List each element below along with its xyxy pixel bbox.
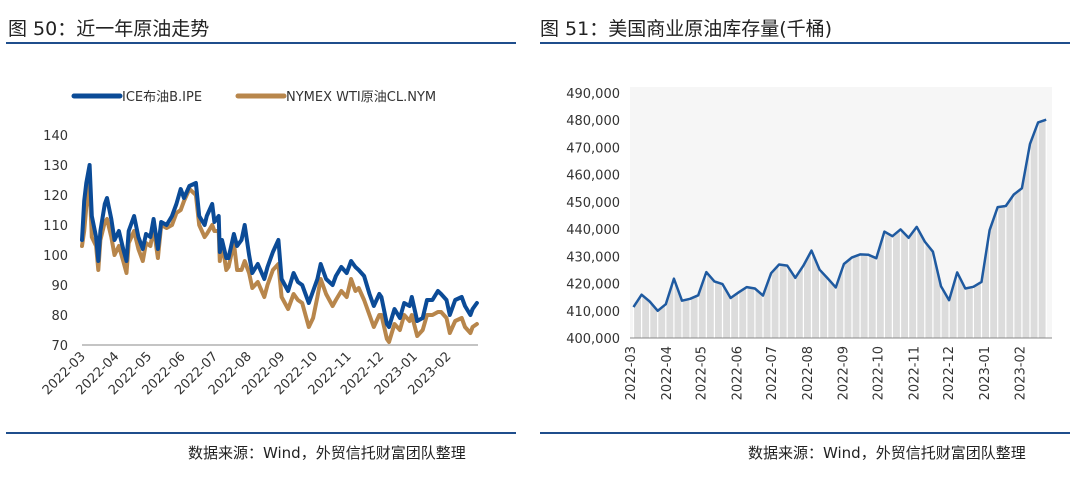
- right-x-tick-label: 2022-11: [907, 346, 922, 400]
- left-y-tick-label: 140: [43, 129, 68, 144]
- right-title-rule: [540, 42, 1070, 44]
- right-x-tick-label: 2022-04: [660, 346, 675, 400]
- right-x-tick-label: 2023-02: [1014, 346, 1029, 400]
- inventory-area-fill: [633, 119, 1047, 338]
- left-y-tick-label: 70: [51, 339, 68, 354]
- crude-inventory-chart: 400,000 410,000 420,000 430,000 440,000 450,0…: [566, 87, 1052, 400]
- left-bottom-rule: [6, 432, 516, 434]
- right-y-tick-label: 470,000: [566, 141, 620, 156]
- left-source-note: 数据来源：Wind，外贸信托财富团队整理: [188, 444, 466, 462]
- legend-brent-label: ICE布油B.IPE: [122, 90, 202, 105]
- right-y-tick-label: 450,000: [566, 196, 620, 211]
- right-x-tick-label: 2022-10: [871, 346, 886, 400]
- right-y-tick-label: 420,000: [566, 278, 620, 293]
- left-figure-title: 图 50：近一年原油走势: [8, 18, 210, 40]
- left-y-tick-label: 110: [43, 219, 68, 234]
- right-x-tick-label: 2022-12: [942, 346, 957, 400]
- right-y-tick-label: 430,000: [566, 250, 620, 265]
- left-y-tick-label: 80: [51, 309, 68, 324]
- right-y-tick-label: 400,000: [566, 332, 620, 347]
- right-x-tick-label: 2022-07: [765, 346, 780, 400]
- right-y-tick-label: 490,000: [566, 87, 620, 102]
- left-y-tick-label: 130: [43, 159, 68, 174]
- right-source-note: 数据来源：Wind，外贸信托财富团队整理: [748, 444, 1026, 462]
- left-y-tick-label: 120: [43, 189, 68, 204]
- left-title-rule: [6, 42, 516, 44]
- right-y-tick-label: 460,000: [566, 169, 620, 184]
- right-x-tick-label: 2022-03: [624, 346, 639, 400]
- inventory-series-line: [632, 118, 1047, 313]
- right-x-tick-label: 2022-09: [837, 346, 852, 400]
- left-y-tick-label: 90: [51, 279, 68, 294]
- right-figure-title: 图 51：美国商业原油库存量(千桶): [540, 18, 833, 40]
- wti-series-line: [80, 181, 479, 344]
- right-x-tick-label: 2022-06: [730, 346, 745, 400]
- right-panel: 图 51：美国商业原油库存量(千桶) 400,000 410,000 420,000…: [540, 0, 1080, 480]
- left-panel: 图 50：近一年原油走势 70 80 90 100 110 120 130 140 2022-0…: [6, 18, 516, 462]
- right-y-tick-label: 440,000: [566, 223, 620, 238]
- right-y-tick-label: 480,000: [566, 114, 620, 129]
- oil-price-chart: 7080901001101201301402022-032022-042022-…: [40, 90, 479, 398]
- right-y-tick-label: 410,000: [566, 305, 620, 320]
- right-x-tick-label: 2022-05: [695, 346, 710, 400]
- right-x-tick-label: 2023-01: [978, 346, 993, 400]
- right-x-tick-label: 2022-08: [801, 346, 816, 400]
- brent-series-line: [80, 163, 479, 329]
- right-bottom-rule: [540, 432, 1070, 434]
- left-y-tick-label: 100: [43, 249, 68, 264]
- legend-wti-label: NYMEX WTI原油CL.NYM: [286, 90, 436, 105]
